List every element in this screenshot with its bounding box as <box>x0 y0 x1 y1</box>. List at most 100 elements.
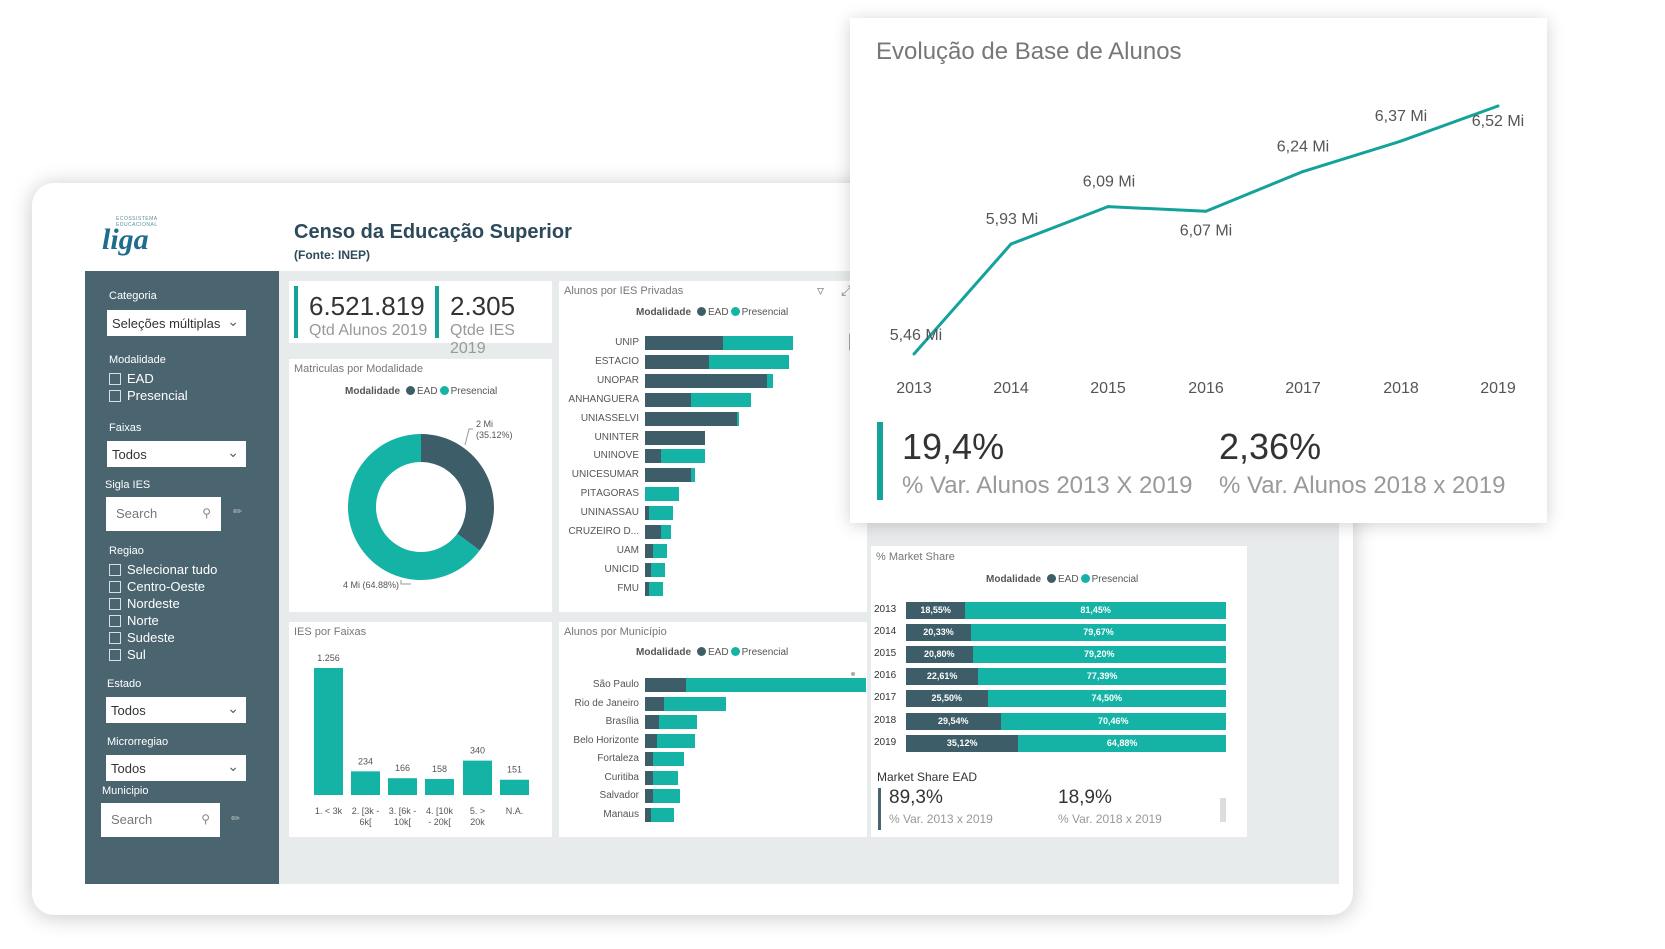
chart-legend: Modalidade EAD Presencial <box>986 574 1138 585</box>
category-label: Salvador <box>559 790 639 801</box>
matriculas-modalidade-tile[interactable]: Matriculas por Modalidade Modalidade EAD P… <box>289 359 552 612</box>
bar <box>388 778 417 795</box>
ies-bar-chart: UNIP ESTÁCIO UNOPAR ANHANGUERA UNIASSELVI UNI… <box>559 336 859 601</box>
bar-segment-ead: 20,33% <box>906 624 971 641</box>
kpi-label: Qtde IES 2019 <box>450 322 552 358</box>
axis-tick-label: 2019 <box>1480 380 1516 397</box>
search-placeholder: Search <box>111 812 152 827</box>
bar-segment-ead <box>645 678 686 692</box>
data-point <box>1302 170 1305 173</box>
bar-segment-presencial <box>709 355 789 369</box>
filter-icon[interactable]: ▿ <box>817 283 824 299</box>
checkbox-regiao[interactable]: Nordeste <box>109 596 180 611</box>
checkbox-regiao[interactable]: Sul <box>109 647 146 662</box>
chevron-down-icon: ⌄ <box>227 313 239 330</box>
bar-value-label: 234 <box>358 756 373 766</box>
faixas-bar-chart: 1.2561. < 3k2342. [3k -6k[1663. [6k -10k… <box>289 640 552 835</box>
kpi-label: % Var. 2018 x 2019 <box>1058 812 1162 826</box>
bar-segment-presencial <box>737 412 739 426</box>
bar-segment-presencial <box>645 487 679 501</box>
bar-segment-ead: 25,50% <box>906 690 988 707</box>
faixas-dropdown[interactable]: Todos ⌄ <box>107 441 246 467</box>
bar-segment-ead <box>645 734 657 748</box>
bar-segment-ead <box>645 525 661 539</box>
kpi-value: 19,4% <box>902 426 1004 468</box>
checkbox-label: Sul <box>127 647 146 662</box>
category-label: ANHANGUERA <box>559 394 639 405</box>
market-share-tile[interactable]: % Market Share Modalidade EAD Presencial 2… <box>871 546 1247 837</box>
bar-segment-presencial <box>651 563 665 577</box>
chevron-down-icon: ⌄ <box>227 758 239 775</box>
axis-tick-label: 2015 <box>1090 380 1126 397</box>
donut-slice-ead <box>421 434 494 550</box>
bar <box>463 761 492 795</box>
bar-segment-ead <box>645 374 767 388</box>
kpi-label: Qtd Alunos 2019 <box>309 322 427 340</box>
checkbox-regiao[interactable]: Norte <box>109 613 159 628</box>
axis-tick-label: 20k <box>470 817 485 827</box>
legend-dot-ead <box>1047 574 1056 583</box>
estado-value: Todos <box>111 703 146 718</box>
market-share-chart: 2013 18,55% 81,45% 2014 20,33% 79,67% 2015 20,8… <box>871 602 1247 762</box>
evolucao-popup-card[interactable]: Evolução de Base de Alunos 5,46 Mi 2013 5,… <box>850 18 1547 523</box>
checkbox-regiao[interactable]: Sudeste <box>109 630 175 645</box>
legend-presencial: Presencial <box>742 647 789 658</box>
category-label: Brasília <box>559 716 639 727</box>
ies-por-faixas-tile[interactable]: IES por Faixas 1.256 1. < 3k 234 2. [3k -6k… <box>289 622 552 837</box>
estado-dropdown[interactable]: Todos ⌄ <box>106 697 246 723</box>
bar-segment-ead <box>645 771 653 785</box>
kpi-value: 2,36% <box>1219 426 1321 468</box>
chevron-down-icon: ⌄ <box>227 700 239 717</box>
legend-dot-presencial <box>731 307 740 316</box>
legend-dot-presencial <box>731 647 740 656</box>
search-placeholder: Search <box>116 506 157 521</box>
checkbox-regiao[interactable]: Centro-Oeste <box>109 579 205 594</box>
microrregiao-dropdown[interactable]: Todos ⌄ <box>106 755 246 781</box>
axis-tick-label: 4. [10k <box>426 806 454 816</box>
bar-segment-ead <box>645 752 653 766</box>
clear-eraser-icon[interactable]: ✏ <box>233 505 242 518</box>
axis-tick-label: 2014 <box>993 380 1029 397</box>
bar-segment-presencial <box>664 697 726 711</box>
clear-eraser-icon[interactable]: ✏ <box>231 812 240 825</box>
axis-tick-label: 1. < 3k <box>315 806 343 816</box>
bar-segment-presencial <box>653 771 678 785</box>
microrregiao-value: Todos <box>111 761 146 776</box>
bar-segment-presencial: 79,67% <box>971 624 1226 641</box>
logo-text: liga <box>102 223 149 257</box>
bar-segment-ead <box>645 431 705 445</box>
donut-chart: 2 Mi(35.12%) 4 Mi (64.88%) <box>289 379 552 609</box>
modalidade-label: Modalidade <box>109 354 166 366</box>
checkbox-ead[interactable]: EAD <box>109 371 154 386</box>
kpi-value: 18,9% <box>1058 787 1112 809</box>
axis-tick-label: 10k[ <box>394 817 412 827</box>
checkbox-regiao[interactable]: Selecionar tudo <box>109 562 217 577</box>
checkbox-label: Presencial <box>127 388 188 403</box>
data-label: 5,46 Mi <box>890 327 942 344</box>
category-label: UNIP <box>559 337 639 348</box>
bar-value-label: 158 <box>432 764 447 774</box>
bar-segment-presencial <box>686 678 866 692</box>
checkbox-label: Sudeste <box>127 630 175 645</box>
regiao-label: Regiao <box>109 545 144 557</box>
alunos-ies-privadas-tile[interactable]: Alunos por IES Privadas ▿ ⤢ Modalidade EA… <box>559 281 867 612</box>
sigla-ies-search-input[interactable]: Search ⚲ <box>106 497 221 531</box>
scrollbar-thumb[interactable] <box>851 672 855 676</box>
category-label: UAM <box>559 545 639 556</box>
legend-title: Modalidade <box>636 307 691 318</box>
bar-segment-presencial <box>657 734 694 748</box>
categoria-dropdown[interactable]: Seleções múltiplas ⌄ <box>107 310 246 336</box>
chart-legend: Modalidade EAD Presencial <box>636 307 788 318</box>
alunos-municipio-tile[interactable]: Alunos por Município Modalidade EAD Presen… <box>559 622 867 837</box>
municipio-search-input[interactable]: Search ⚲ <box>101 803 220 837</box>
checkbox-presencial[interactable]: Presencial <box>109 388 188 403</box>
bar-segment-ead <box>645 393 691 407</box>
data-point <box>1107 205 1110 208</box>
year-label: 2016 <box>874 670 896 681</box>
checkbox-icon <box>109 598 121 610</box>
year-label: 2017 <box>874 692 896 703</box>
bar-segment-presencial: 70,46% <box>1001 713 1226 730</box>
axis-tick-label: 6k[ <box>359 817 372 827</box>
scrollbar-thumb[interactable] <box>1220 798 1226 822</box>
bar-segment-ead <box>645 715 659 729</box>
